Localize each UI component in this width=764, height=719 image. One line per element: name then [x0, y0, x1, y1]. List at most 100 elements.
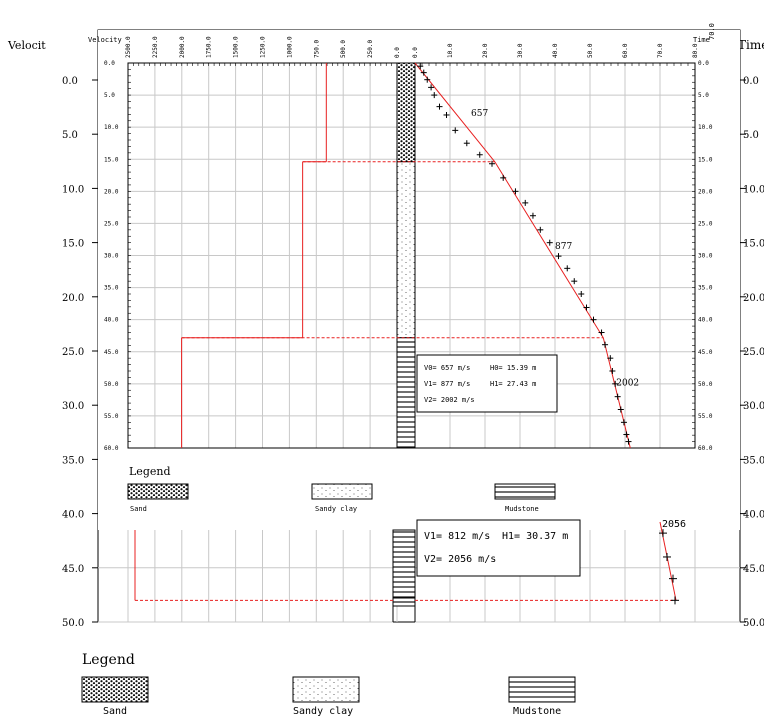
outer-right-tick-label: 50.0: [743, 618, 764, 629]
right-depth-tick-label: 40.0: [698, 317, 713, 324]
time-depth-point: [452, 127, 459, 134]
time-depth-point: [476, 151, 483, 158]
outer-right-axis-title: Time: [738, 38, 764, 52]
lithology-layer: [396, 62, 416, 163]
result-v2: V2= 2002 m/s: [424, 396, 475, 404]
result-v0: V0= 657 m/s: [424, 364, 470, 372]
time-depth-point: [424, 76, 431, 83]
right-depth-tick-label: 10.0: [698, 124, 713, 131]
time-depth-point: [620, 419, 627, 426]
results-box: V0= 657 m/s H0= 15.39 m V1= 877 m/s H1= …: [416, 354, 558, 413]
time-depth-point: [583, 304, 590, 311]
lower-result-v1: V1= 812 m/s: [424, 531, 490, 542]
lower-lithology-column: [392, 529, 416, 607]
lower-result-h1: H1= 30.37 m: [502, 531, 568, 542]
right-depth-tick-label: 25.0: [698, 220, 713, 227]
depth-tick-label: 20.0: [104, 188, 119, 195]
right-depth-tick-label: 60.0: [698, 445, 713, 452]
fit-polyline: [414, 62, 631, 449]
lower-time-depth-point: [659, 529, 667, 538]
time-depth-point: [578, 291, 585, 297]
depth-tick-label: 0.0: [104, 60, 115, 67]
depth-tick-label: 15.0: [104, 156, 119, 163]
outer-right-tick-label: 0.0: [743, 76, 759, 87]
outer-right-tick-label: 20.0: [743, 293, 764, 304]
legend-large-sand-label: Sand: [103, 706, 127, 717]
lower-time-depth-point: [669, 574, 677, 583]
time-depth-point: [420, 69, 427, 76]
depth-tick-label: 60.0: [104, 445, 119, 452]
velocity-tick-label: 500.0: [340, 40, 347, 58]
outer-right-tick-labels: 0.0 5.0 10.0 15.0 20.0 25.0 30.0 35.0 40.0 45.0 50…: [740, 76, 764, 629]
lower-result-v2: V2= 2056 m/s: [424, 554, 496, 565]
time-depth-point: [428, 84, 435, 91]
time-depth-point: [598, 329, 605, 336]
inner-tick-labels: 0.0 0.0 5.0 5.0 10.0 10.0 15.0 15.0 20.0 20.0 25.0…: [104, 36, 713, 452]
time-depth-points: [417, 63, 632, 445]
legend-large-mudstone-label: Mudstone: [513, 706, 561, 717]
time-depth-point: [546, 239, 553, 246]
outer-left-tick-label: 25.0: [62, 347, 84, 358]
lower-time-depth-points: [659, 529, 679, 605]
right-depth-tick-label: 30.0: [698, 253, 713, 260]
outer-right-tick-label: 30.0: [743, 401, 764, 412]
depth-tick-label: 25.0: [104, 220, 119, 227]
time-tick-label: 20.0: [482, 43, 489, 58]
lithology-column: [396, 62, 416, 449]
right-depth-tick-label: 45.0: [698, 349, 713, 356]
time-axis-title: Time: [693, 36, 710, 44]
time-depth-point: [431, 92, 438, 99]
lower-lithology-layer: [392, 529, 416, 601]
lower-results-box: V1= 812 m/s H1= 30.37 m V2= 2056 m/s: [416, 519, 581, 577]
outer-left-tick-label: 50.0: [62, 618, 84, 629]
legend-small-sand-label: Sand: [130, 505, 147, 513]
time-depth-point: [607, 355, 614, 362]
depth-tick-label: 30.0: [104, 253, 119, 260]
depth-tick-label: 45.0: [104, 349, 119, 356]
time-tick-label: 50.0: [587, 43, 594, 58]
depth-tick-label: 10.0: [104, 124, 119, 131]
outer-left-tick-label: 5.0: [62, 130, 78, 141]
depth-tick-label: 55.0: [104, 413, 119, 420]
legend-small-mudstone-label: Mudstone: [505, 505, 539, 513]
legend-large-sandyclay-swatch: [292, 676, 360, 703]
legend-small-sandyclay-label: Sandy clay: [315, 505, 357, 513]
time-depth-point: [609, 368, 616, 374]
outer-left-tick-label: 10.0: [62, 184, 84, 195]
lower-results-box-frame: [416, 519, 581, 577]
time-depth-point: [564, 265, 571, 272]
lithology-layer: [396, 337, 416, 449]
lower-time-depth-point: [663, 552, 671, 561]
legend-large-sandyclay-label: Sandy clay: [293, 706, 353, 717]
velocity-tick-label: 1750.0: [206, 36, 213, 58]
velocity-tick-label: 1250.0: [260, 36, 267, 58]
legend-large-mudstone-swatch: [508, 676, 576, 703]
result-v1: V1= 877 m/s: [424, 380, 470, 388]
time-depth-point: [617, 406, 624, 413]
outer-right-tick-label: 35.0: [743, 455, 764, 466]
legend-large-title: Legend: [82, 652, 135, 668]
time-tick-label: 10.0: [447, 43, 454, 58]
depth-tick-label: 5.0: [104, 92, 115, 99]
time-tick-label: 40.0: [552, 43, 559, 58]
outer-right-tick-label: 40.0: [743, 510, 764, 521]
time-tick-label: 70.0: [657, 43, 664, 58]
result-h0: H0= 15.39 m: [490, 364, 536, 372]
time-tick-label: 60.0: [622, 43, 629, 58]
time-tick-label: 30.0: [517, 43, 524, 58]
time-depth-point: [612, 380, 619, 387]
time-depth-point: [623, 431, 630, 438]
outer-right-tick-label: 5.0: [743, 130, 759, 141]
outer-left-tick-label: 45.0: [62, 564, 84, 575]
outer-left-axis-title: Velocit: [7, 39, 46, 52]
outer-right-tick-label: 10.0: [743, 184, 764, 195]
lower-lithology-layer: [392, 597, 416, 607]
depth-tick-label: 40.0: [104, 317, 119, 324]
time-depth-point: [529, 212, 536, 219]
right-depth-tick-label: 20.0: [698, 188, 713, 195]
legend-small-sand-swatch: [127, 483, 189, 500]
inner-panel-background: [98, 30, 740, 530]
lower-time-depth-point: [671, 596, 679, 605]
outer-left-tick-label: 0.0: [62, 76, 78, 87]
